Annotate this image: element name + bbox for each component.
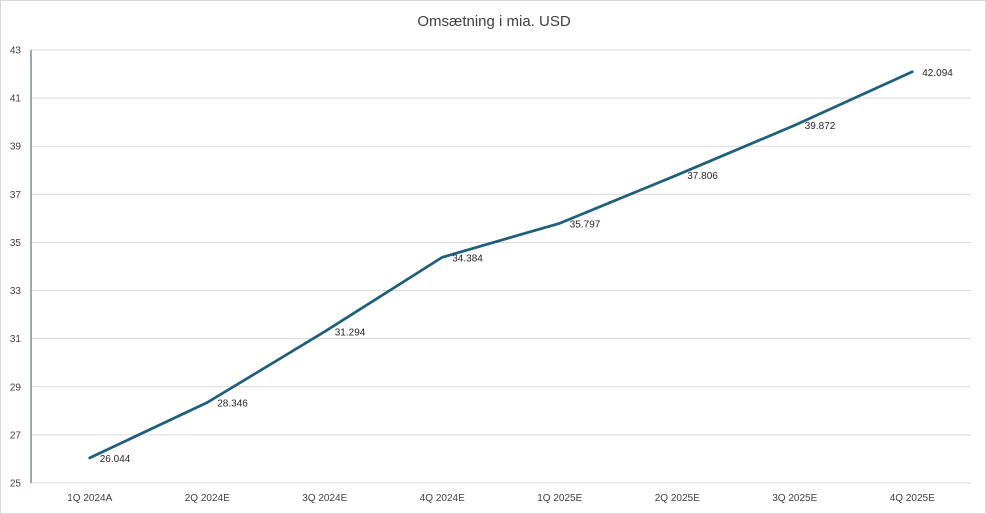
data-point xyxy=(676,173,679,177)
data-label: 31.294 xyxy=(335,328,366,339)
x-tick-label: 2Q 2025E xyxy=(655,493,700,504)
data-point xyxy=(911,70,914,73)
data-label: 39.872 xyxy=(805,121,836,132)
data-point xyxy=(206,401,209,404)
x-tick-label: 3Q 2024E xyxy=(302,493,347,504)
y-tick-label: 33 xyxy=(10,286,22,297)
data-point xyxy=(88,456,91,460)
y-tick-label: 43 xyxy=(10,46,22,57)
x-tick-label: 3Q 2025E xyxy=(772,493,817,504)
data-label: 42.094 xyxy=(922,68,953,79)
y-tick-label: 41 xyxy=(10,94,22,105)
data-point xyxy=(558,222,561,225)
data-label: 37.806 xyxy=(687,171,718,182)
chart-title: Omsætning i mia. USD xyxy=(417,13,571,30)
y-tick-label: 39 xyxy=(10,142,22,153)
data-label: 28.346 xyxy=(217,399,248,410)
data-point xyxy=(441,256,444,259)
data-point xyxy=(323,330,326,333)
y-tick-label: 29 xyxy=(10,382,22,393)
x-tick-label: 1Q 2025E xyxy=(537,493,582,504)
y-tick-label: 25 xyxy=(10,479,22,490)
data-point xyxy=(793,124,796,127)
data-label: 26.044 xyxy=(100,454,131,465)
y-tick-label: 35 xyxy=(10,238,22,249)
data-label: 34.384 xyxy=(452,253,483,264)
series-line xyxy=(88,70,914,460)
x-tick-label: 4Q 2024E xyxy=(420,493,465,504)
y-tick-label: 27 xyxy=(10,430,22,441)
y-tick-label: 37 xyxy=(10,190,22,201)
x-tick-label: 4Q 2025E xyxy=(890,493,935,504)
data-label: 35.797 xyxy=(570,219,601,230)
y-tick-label: 31 xyxy=(10,334,22,345)
x-tick-label: 2Q 2024E xyxy=(185,493,230,504)
x-tick-label: 1Q 2024A xyxy=(67,493,112,504)
